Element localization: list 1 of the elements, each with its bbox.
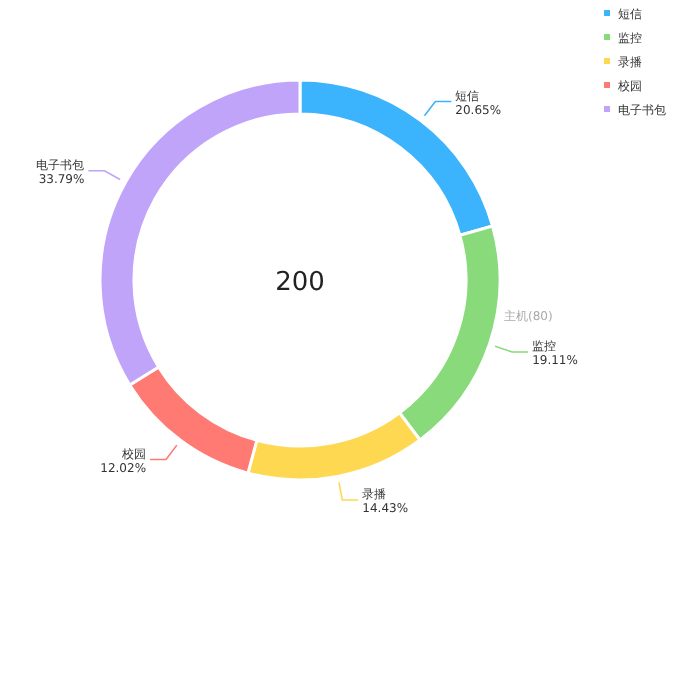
text: 200 (275, 268, 325, 298)
